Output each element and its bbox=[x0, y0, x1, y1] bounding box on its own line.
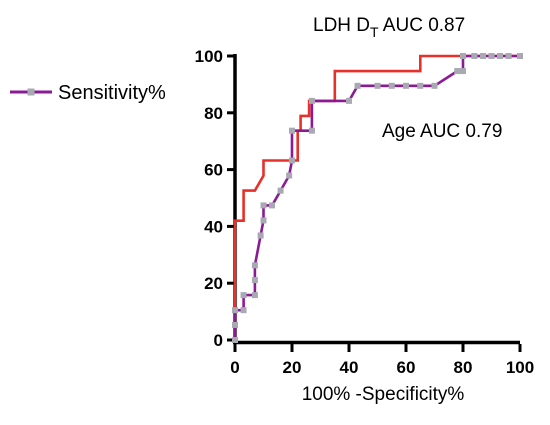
series-1-point-23 bbox=[417, 82, 424, 89]
legend: Sensitivity% bbox=[10, 82, 166, 104]
series-1-point-9 bbox=[260, 217, 267, 224]
ldh-auc-suffix: AUC 0.87 bbox=[379, 15, 466, 36]
series-1-point-6 bbox=[251, 277, 258, 284]
series-1-point-28 bbox=[471, 53, 478, 59]
x-axis-title: 100% -Specificity% bbox=[302, 384, 465, 405]
series-1-point-16 bbox=[308, 127, 315, 134]
series-1-point-14 bbox=[289, 157, 295, 164]
series-1-point-0 bbox=[232, 337, 238, 343]
y-tick-label-100: 100 bbox=[195, 47, 223, 66]
series-1-point-7 bbox=[251, 262, 258, 269]
series-1-point-11 bbox=[269, 202, 276, 209]
series-1-point-31 bbox=[497, 53, 504, 59]
y-tick-label-0: 0 bbox=[214, 331, 223, 350]
series-1-point-32 bbox=[505, 53, 512, 59]
series-1-point-18 bbox=[346, 97, 352, 104]
series-1-point-29 bbox=[479, 53, 486, 59]
series-1-line bbox=[233, 54, 522, 342]
series-1-point-30 bbox=[488, 53, 495, 59]
x-ticks: 0 20 40 60 80 100 bbox=[230, 344, 534, 377]
legend-swatch-marker bbox=[27, 88, 35, 96]
series-1-point-21 bbox=[388, 82, 395, 89]
series-1-point-17 bbox=[308, 97, 315, 104]
ldh-auc-prefix: LDH D bbox=[313, 15, 370, 36]
series-1-point-13 bbox=[286, 172, 293, 179]
x-tick-label-80: 80 bbox=[454, 358, 473, 377]
x-tick-label-20: 20 bbox=[283, 358, 302, 377]
series-1-point-3 bbox=[240, 307, 247, 314]
series-1-point-26 bbox=[460, 68, 466, 75]
plot-area: 0 20 40 60 80 100 0 20 40 60 80 100 bbox=[195, 47, 535, 377]
x-tick-label-60: 60 bbox=[397, 358, 416, 377]
series-1-point-5 bbox=[251, 292, 258, 299]
series-1-point-10 bbox=[260, 202, 267, 209]
series-1-point-12 bbox=[277, 187, 284, 194]
y-tick-label-60: 60 bbox=[204, 161, 223, 180]
x-tick-label-40: 40 bbox=[340, 358, 359, 377]
series-1-point-15 bbox=[289, 127, 295, 134]
y-ticks: 0 20 40 60 80 100 bbox=[195, 47, 235, 350]
series-1-point-19 bbox=[354, 82, 361, 89]
series-1-point-4 bbox=[240, 292, 247, 299]
ldh-auc-annotation: LDH DT AUC 0.87 bbox=[313, 15, 465, 40]
series-layer bbox=[232, 53, 523, 343]
series-1-point-25 bbox=[454, 68, 461, 75]
series-1-point-2 bbox=[232, 307, 238, 314]
series-1-point-27 bbox=[460, 53, 466, 59]
series-1-point-20 bbox=[374, 82, 381, 89]
series-1-point-22 bbox=[403, 82, 409, 89]
x-tick-label-100: 100 bbox=[506, 358, 534, 377]
legend-label: Sensitivity% bbox=[58, 82, 166, 104]
age-auc-annotation: Age AUC 0.79 bbox=[382, 121, 502, 142]
y-tick-label-80: 80 bbox=[204, 104, 223, 123]
series-1-point-1 bbox=[232, 321, 238, 328]
ldh-auc-subscript: T bbox=[370, 24, 379, 40]
series-1-point-24 bbox=[431, 82, 438, 89]
series-1-point-33 bbox=[517, 53, 523, 59]
y-tick-label-40: 40 bbox=[204, 217, 223, 236]
series-1-point-8 bbox=[257, 232, 264, 239]
y-tick-label-20: 20 bbox=[204, 274, 223, 293]
x-tick-label-0: 0 bbox=[230, 358, 239, 377]
